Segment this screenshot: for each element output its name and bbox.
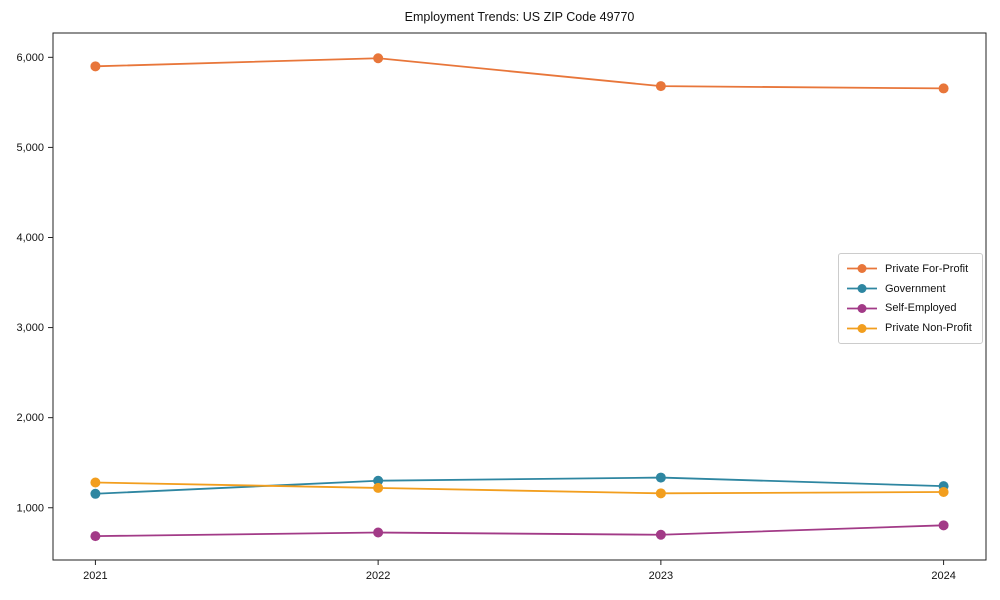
x-axis-tick-label: 2024 — [931, 570, 955, 582]
series-line-government — [95, 476, 944, 495]
x-axis-tick-label: 2021 — [83, 570, 107, 582]
data-point-marker — [655, 529, 666, 540]
series-line-private-non-profit — [95, 481, 944, 495]
legend-item-label: Government — [885, 282, 946, 295]
chart-title: Employment Trends: US ZIP Code 49770 — [404, 10, 635, 24]
y-axis-tick-label: 4,000 — [16, 232, 44, 244]
data-point-marker — [655, 488, 666, 499]
legend-marker-icon — [847, 303, 877, 313]
legend-marker-icon — [847, 323, 877, 333]
data-point-marker — [938, 486, 949, 497]
data-point-marker — [90, 531, 101, 542]
legend-item-label: Private Non-Profit — [885, 322, 972, 335]
legend-item-label: Self-Employed — [885, 302, 957, 315]
legend-item: Private Non-Profit — [847, 322, 974, 334]
legend-item: Government — [847, 283, 974, 295]
data-point-marker — [373, 53, 384, 64]
legend-item: Self-Employed — [847, 302, 974, 314]
data-point-marker — [655, 472, 666, 483]
series-line-private-for-profit — [95, 57, 944, 90]
y-axis-tick-label: 1,000 — [16, 502, 44, 514]
data-point-marker — [373, 527, 384, 538]
data-point-marker — [90, 488, 101, 499]
data-point-marker — [373, 475, 384, 486]
data-point-marker — [90, 61, 101, 72]
y-axis-tick-label: 6,000 — [16, 52, 44, 64]
y-axis-tick-label: 5,000 — [16, 142, 44, 154]
data-point-marker — [373, 482, 384, 493]
y-axis-tick-label: 3,000 — [16, 322, 44, 334]
legend-item: Private For-Profit — [847, 263, 974, 275]
legend-item-label: Private For-Profit — [885, 262, 969, 275]
series-line-self-employed — [95, 524, 944, 538]
x-axis-tick-label: 2023 — [649, 570, 673, 582]
legend-marker-icon — [847, 264, 877, 274]
plot-border — [52, 32, 987, 561]
legend: Private For-Profit Government Self-Employe… — [838, 253, 983, 344]
y-axis-tick-label: 2,000 — [16, 412, 44, 424]
x-axis-tick-label: 2022 — [366, 570, 390, 582]
legend-marker-icon — [847, 284, 877, 294]
data-point-marker — [90, 477, 101, 488]
data-point-marker — [938, 83, 949, 94]
data-point-marker — [938, 520, 949, 531]
data-point-marker — [655, 81, 666, 92]
